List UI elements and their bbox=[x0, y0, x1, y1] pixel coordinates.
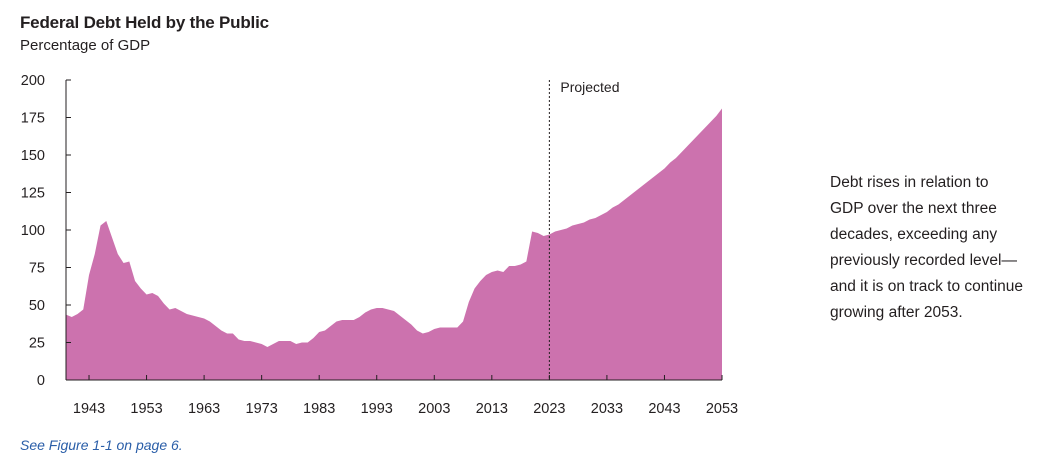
x-tick-label: 2013 bbox=[476, 401, 508, 417]
area-layer bbox=[66, 108, 722, 380]
axis-layer bbox=[65, 79, 723, 381]
chart-title: Federal Debt Held by the Public bbox=[20, 13, 269, 32]
y-tick-label: 0 bbox=[37, 373, 45, 389]
figure-reference-link[interactable]: See Figure 1-1 on page 6. bbox=[20, 437, 183, 453]
x-tick-label: 1983 bbox=[303, 401, 335, 417]
tick-label-layer: 0 25 50 75 100 125 150 175 200 1943 1953 1963 1973 19… bbox=[21, 73, 738, 417]
x-tick-label: 2003 bbox=[418, 401, 450, 417]
projection-layer: Projected bbox=[548, 79, 620, 380]
x-tick-label: 2043 bbox=[648, 401, 680, 417]
x-tick-label: 2053 bbox=[706, 401, 738, 417]
y-tick-label: 50 bbox=[29, 298, 45, 314]
x-tick-label: 2033 bbox=[591, 401, 623, 417]
y-tick-label: 125 bbox=[21, 186, 45, 202]
x-tick-label: 2023 bbox=[533, 401, 565, 417]
x-tick-label: 1943 bbox=[73, 401, 105, 417]
y-tick-label: 25 bbox=[29, 336, 45, 352]
x-tick-label: 1993 bbox=[361, 401, 393, 417]
projection-label: Projected bbox=[560, 79, 619, 95]
chart-subtitle: Percentage of GDP bbox=[20, 37, 151, 54]
y-tick-label: 175 bbox=[21, 111, 45, 127]
debt-area-series-0 bbox=[66, 108, 722, 380]
annotation-text: Debt rises in relation to GDP over the n… bbox=[830, 174, 1024, 321]
y-tick-label: 200 bbox=[21, 73, 45, 89]
x-tick-label: 1963 bbox=[188, 401, 220, 417]
y-tick-label: 150 bbox=[21, 148, 45, 164]
x-tick-label: 1953 bbox=[130, 401, 162, 417]
x-tick-label: 1973 bbox=[246, 401, 278, 417]
y-tick-label: 75 bbox=[29, 261, 45, 277]
y-tick-label: 100 bbox=[21, 223, 45, 239]
